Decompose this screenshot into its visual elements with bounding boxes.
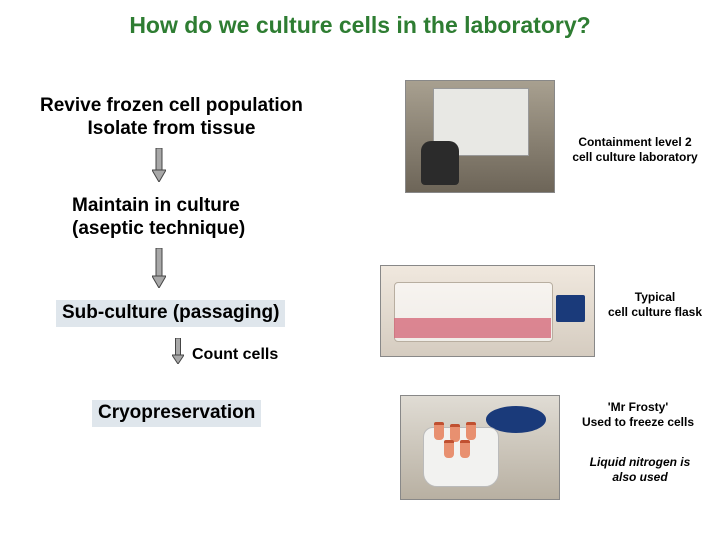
caption-lab-line2: cell culture laboratory bbox=[560, 150, 710, 165]
photo-lab bbox=[405, 80, 555, 193]
slide-title-text: How do we culture cells in the laborator… bbox=[129, 12, 590, 38]
step-maintain-line2: (aseptic technique) bbox=[72, 218, 245, 241]
step-count-text: Count cells bbox=[192, 346, 278, 363]
step-revive-line2: Isolate from tissue bbox=[40, 118, 303, 141]
step-subculture-text: Sub-culture (passaging) bbox=[56, 300, 285, 327]
caption-frosty-line2: Used to freeze cells bbox=[568, 415, 708, 430]
step-maintain: Maintain in culture (aseptic technique) bbox=[72, 195, 245, 241]
vial-icon bbox=[434, 422, 444, 440]
caption-nitrogen: Liquid nitrogen is also used bbox=[575, 455, 705, 485]
step-count: Count cells bbox=[192, 345, 278, 364]
vial-icon bbox=[466, 422, 476, 440]
flask-cap bbox=[556, 295, 586, 322]
vial-icon bbox=[460, 440, 470, 458]
caption-lab: Containment level 2 cell culture laborat… bbox=[560, 135, 710, 165]
caption-nitrogen-line2: also used bbox=[575, 470, 705, 485]
caption-flask: Typical cell culture flask bbox=[595, 290, 715, 320]
slide-title: How do we culture cells in the laborator… bbox=[0, 12, 720, 39]
step-maintain-line1: Maintain in culture bbox=[72, 195, 245, 218]
caption-frosty-line1: 'Mr Frosty' bbox=[568, 400, 708, 415]
step-subculture: Sub-culture (passaging) bbox=[56, 300, 285, 327]
caption-flask-line2: cell culture flask bbox=[595, 305, 715, 320]
frosty-body bbox=[423, 427, 499, 487]
caption-nitrogen-line1: Liquid nitrogen is bbox=[575, 455, 705, 470]
step-cryo-text: Cryopreservation bbox=[92, 400, 261, 427]
step-revive: Revive frozen cell population Isolate fr… bbox=[40, 95, 303, 141]
arrow-1 bbox=[152, 148, 166, 182]
step-revive-line1: Revive frozen cell population bbox=[40, 95, 303, 118]
arrow-3 bbox=[172, 338, 186, 364]
caption-flask-line1: Typical bbox=[595, 290, 715, 305]
arrow-2 bbox=[152, 248, 166, 288]
step-cryo: Cryopreservation bbox=[92, 400, 261, 427]
caption-frosty: 'Mr Frosty' Used to freeze cells bbox=[568, 400, 708, 430]
caption-lab-line1: Containment level 2 bbox=[560, 135, 710, 150]
vial-icon bbox=[444, 440, 454, 458]
photo-frosty bbox=[400, 395, 560, 500]
photo-flask bbox=[380, 265, 595, 357]
